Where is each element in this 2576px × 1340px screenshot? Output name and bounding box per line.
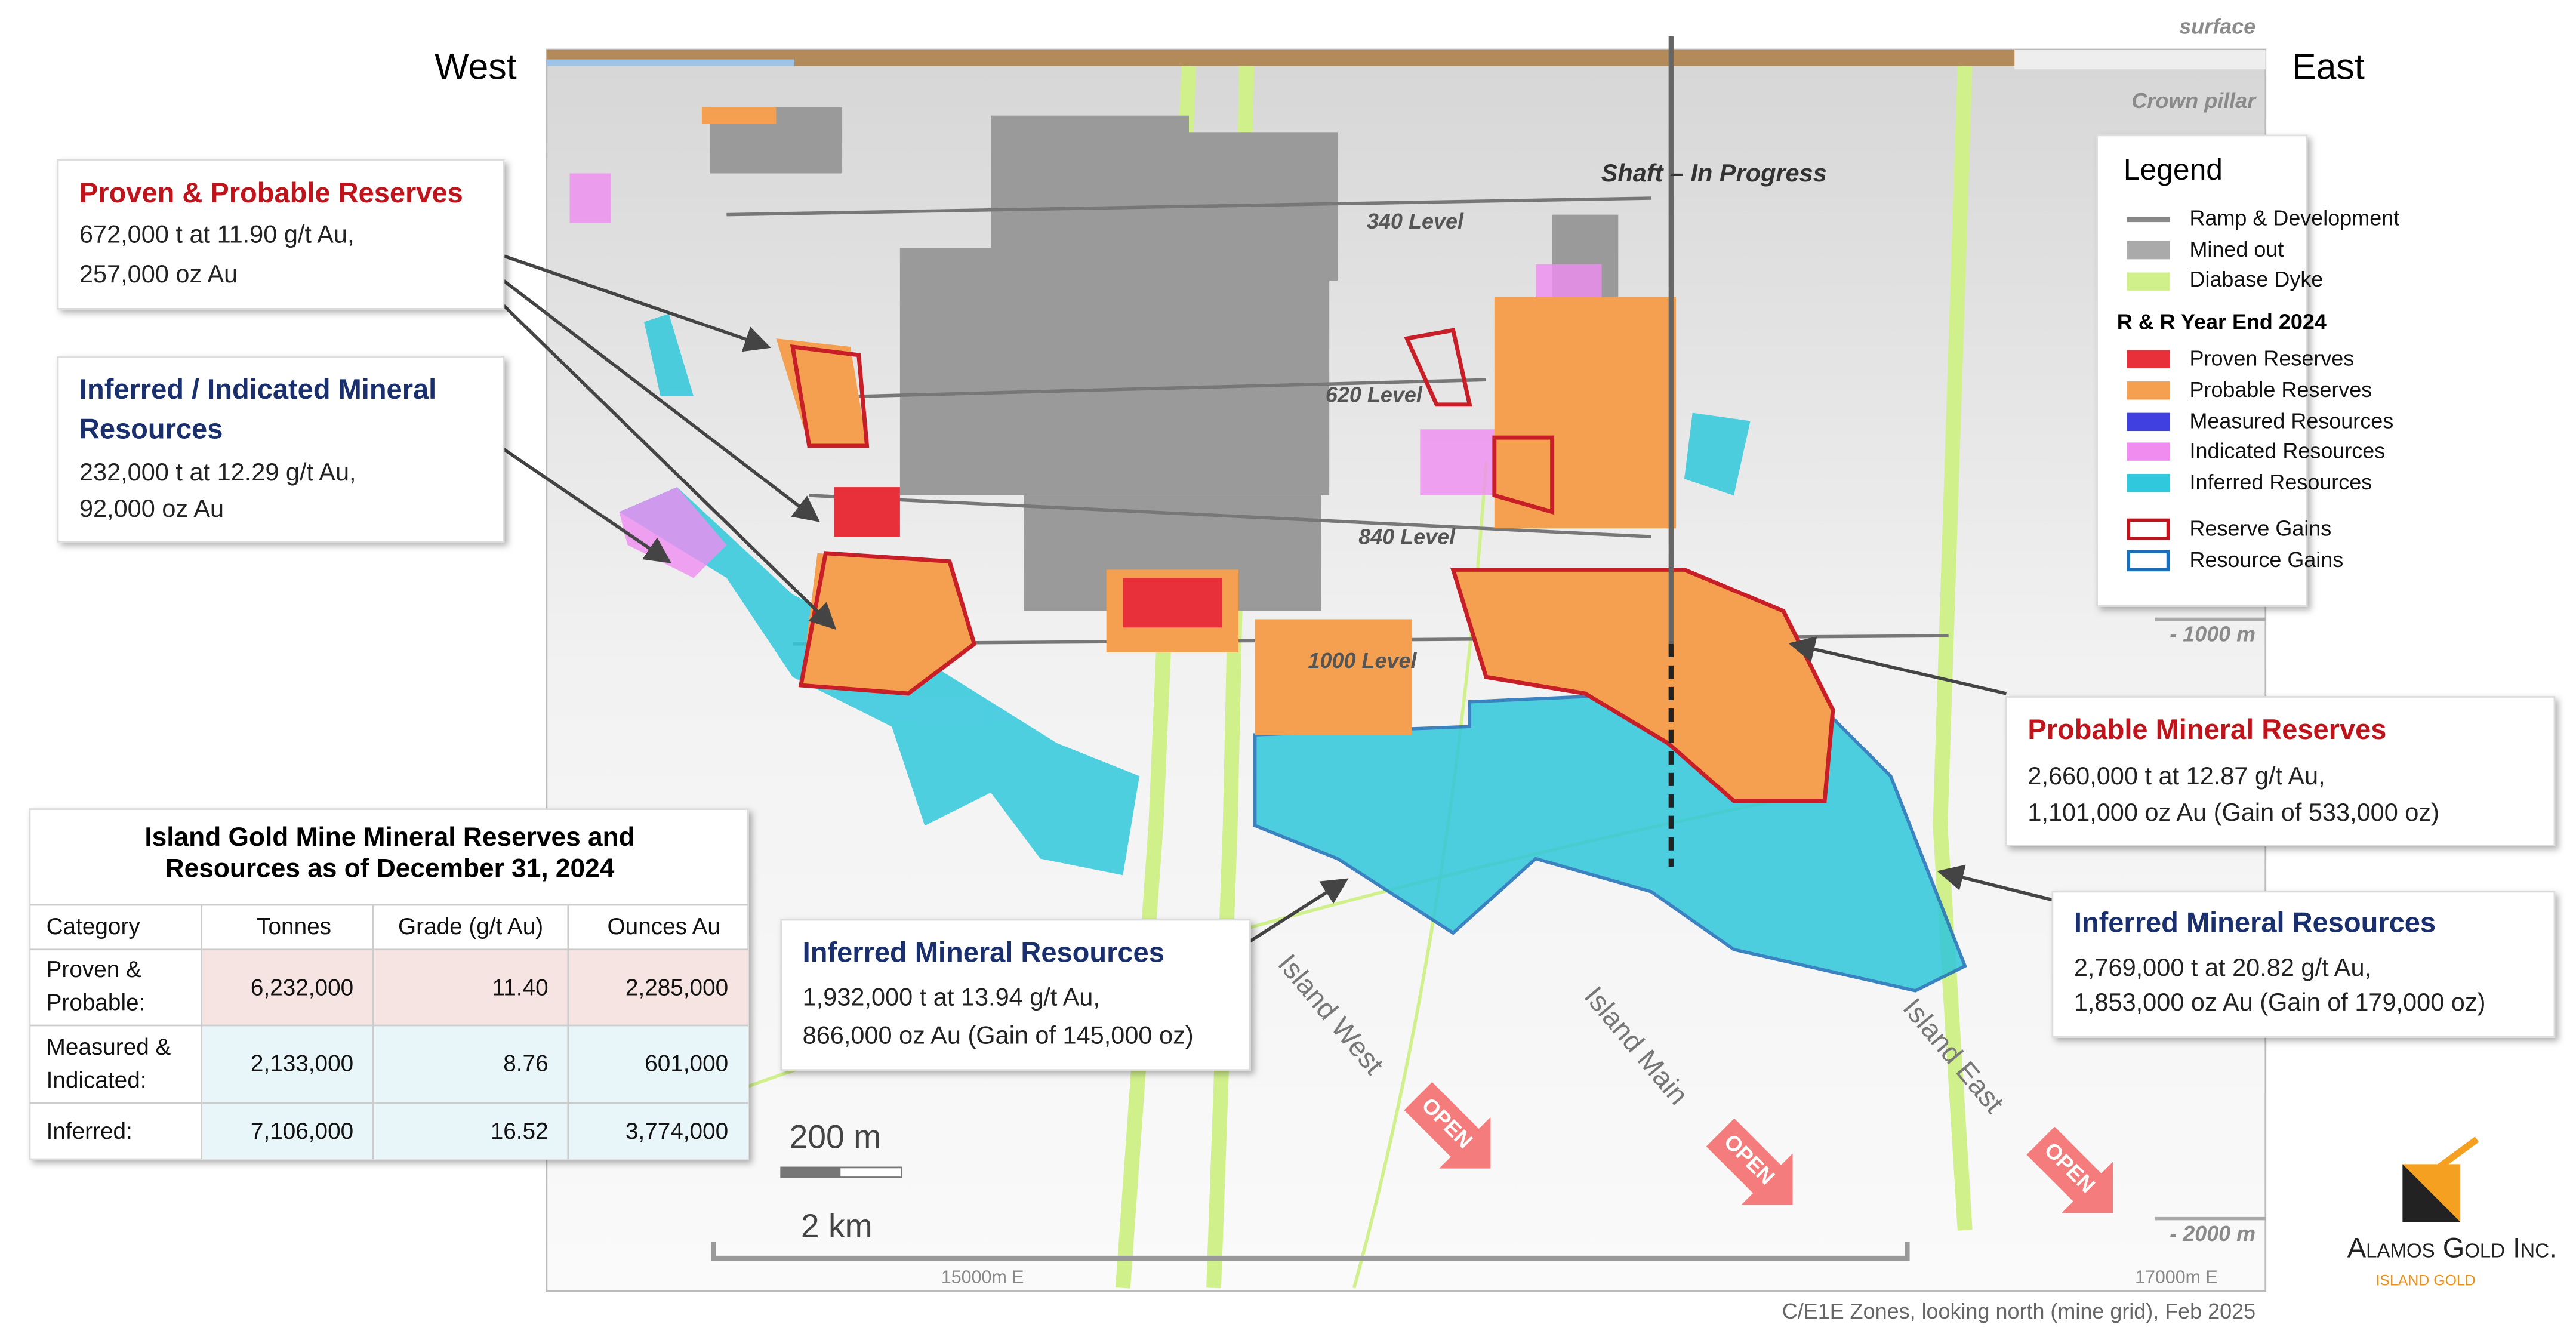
- legend-title: Legend: [2124, 153, 2223, 186]
- table-header: Ounces Au: [608, 914, 720, 939]
- legend-subtitle: R & R Year End 2024: [2117, 310, 2327, 334]
- legend-item: Measured Resources: [2189, 409, 2393, 433]
- callout-title: Probable Mineral Reserves: [2027, 713, 2386, 745]
- grid-label: 15000m E: [941, 1267, 1024, 1287]
- depth-label: - 1000 m: [2170, 622, 2255, 646]
- table-cell: 3,774,000: [625, 1119, 728, 1144]
- table-cell: 601,000: [645, 1051, 728, 1077]
- callout-title: Inferred Mineral Resources: [803, 936, 1164, 968]
- callout-line: 232,000 t at 12.29 g/t Au,: [79, 458, 356, 486]
- callout-line: 672,000 t at 11.90 g/t Au,: [79, 220, 355, 248]
- callout: Probable Mineral Reserves 2,660,000 t at…: [2005, 696, 2556, 846]
- shaft-label: Shaft – In Progress: [1601, 159, 1827, 187]
- legend-item: Mined out: [2189, 237, 2284, 261]
- table-cell: 6,232,000: [251, 975, 353, 1000]
- legend-item: Probable Reserves: [2189, 377, 2372, 402]
- east-label: East: [2292, 46, 2365, 87]
- level-label: 340 Level: [1367, 209, 1464, 233]
- surface-band: [546, 49, 2266, 66]
- legend-item: Proven Reserves: [2189, 346, 2354, 371]
- legend-item: Resource Gains: [2189, 547, 2343, 572]
- logo-name: Alamos Gold Inc.: [2347, 1232, 2557, 1264]
- callout-line: 1,932,000 t at 13.94 g/t Au,: [803, 983, 1100, 1011]
- table-cell: Indicated:: [47, 1067, 147, 1093]
- callout: Inferred Mineral Resources 1,932,000 t a…: [780, 919, 1251, 1071]
- callout: Proven & Probable Reserves 672,000 t at …: [57, 159, 505, 310]
- callout-title: Proven & Probable Reserves: [79, 177, 463, 208]
- legend-item: Ramp & Development: [2189, 205, 2399, 230]
- table-cell: 8.76: [503, 1051, 548, 1077]
- footer: C/E1E Zones, looking north (mine grid), …: [1782, 1299, 2255, 1323]
- level-label: 620 Level: [1326, 382, 1423, 406]
- callout: Inferred / Indicated Mineral Resources 2…: [57, 356, 505, 543]
- table-header: Tonnes: [257, 914, 331, 939]
- legend-item: Indicated Resources: [2189, 439, 2385, 463]
- table-cell: Proven &: [47, 957, 141, 982]
- table-cell: Measured &: [47, 1034, 171, 1060]
- probable-zones: [701, 107, 1833, 801]
- table-cell: 7,106,000: [251, 1119, 353, 1144]
- legend-item: Diabase Dyke: [2189, 267, 2323, 291]
- surface-label: surface: [2179, 14, 2255, 39]
- west-label: West: [435, 46, 517, 87]
- table-cell: 16.52: [491, 1119, 549, 1144]
- table: Island Gold Mine Mineral Reserves and Re…: [29, 808, 749, 1160]
- callout-arrows: [502, 254, 2053, 943]
- callout-line: 92,000 oz Au: [79, 494, 224, 522]
- callout-line: 2,660,000 t at 12.87 g/t Au,: [2027, 762, 2325, 790]
- scale-label: 200 m: [790, 1118, 882, 1155]
- proven-zones: [834, 487, 1222, 628]
- crown-pillar-band: [2014, 49, 2266, 70]
- callout-line: 257,000 oz Au: [79, 260, 238, 288]
- scale-bar: [711, 1242, 1910, 1261]
- callout-line: 866,000 oz Au (Gain of 145,000 oz): [803, 1021, 1194, 1049]
- grid-label: 17000m E: [2135, 1267, 2218, 1287]
- callout-title: Resources: [79, 412, 223, 444]
- table-cell: Inferred:: [47, 1119, 133, 1144]
- lake: [546, 59, 794, 66]
- table-cell: 11.40: [492, 975, 549, 1000]
- table-title: Resources as of December 31, 2024: [165, 854, 615, 883]
- table-header: Category: [47, 914, 141, 939]
- logo-sub: ISLAND GOLD: [2375, 1272, 2475, 1289]
- table-cell: Probable:: [47, 990, 146, 1015]
- crown-pillar-label: Crown pillar: [2131, 88, 2257, 113]
- callout-title: Inferred Mineral Resources: [2074, 907, 2436, 938]
- reserve-gains: [790, 328, 1835, 803]
- table-header: Grade (g/t Au): [398, 914, 543, 939]
- scale-label: 2 km: [801, 1207, 873, 1244]
- depth-label: - 2000 m: [2170, 1221, 2255, 1246]
- table-cell: 2,133,000: [251, 1051, 353, 1077]
- callout-line: 2,769,000 t at 20.82 g/t Au,: [2074, 953, 2371, 981]
- legend-item: Reserve Gains: [2189, 516, 2331, 541]
- table-cell: 2,285,000: [625, 975, 728, 1000]
- callout-title: Inferred / Indicated Mineral: [79, 373, 436, 405]
- table-title: Island Gold Mine Mineral Reserves and: [144, 823, 634, 852]
- level-label: 840 Level: [1358, 524, 1456, 549]
- callout: Inferred Mineral Resources 2,769,000 t a…: [2051, 891, 2556, 1038]
- callout-line: 1,853,000 oz Au (Gain of 179,000 oz): [2074, 988, 2486, 1016]
- callout-line: 1,101,000 oz Au (Gain of 533,000 oz): [2027, 798, 2439, 826]
- legend: Legend Ramp & Development Mined out Diab…: [2096, 134, 2399, 607]
- legend-item: Inferred Resources: [2189, 470, 2372, 494]
- level-label: 1000 Level: [1308, 648, 1418, 673]
- logo: Alamos Gold Inc. ISLAND GOLD: [2347, 1136, 2557, 1289]
